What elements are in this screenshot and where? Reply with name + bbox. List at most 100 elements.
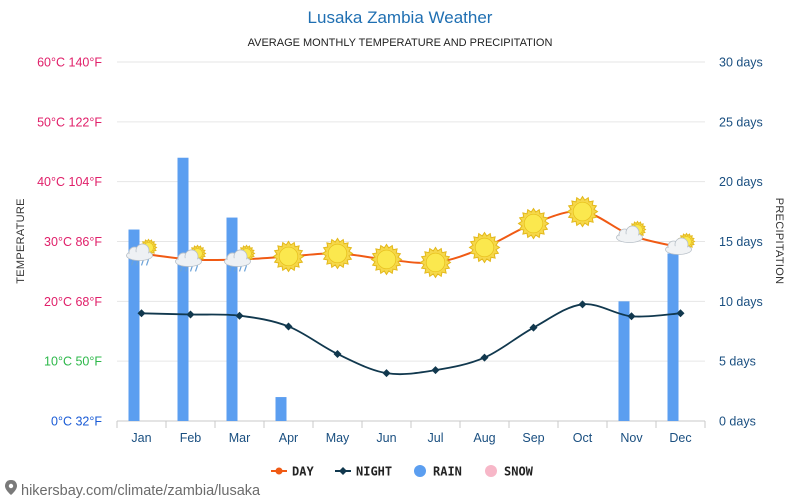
legend-item: SNOW	[485, 465, 534, 479]
rain-drop	[194, 265, 199, 272]
legend-item: NIGHT	[335, 465, 392, 479]
sun-disc	[376, 249, 397, 270]
month-label: Apr	[279, 431, 298, 445]
chart-legend: DAY NIGHT RAIN SNOW	[271, 465, 534, 479]
night-point	[137, 309, 146, 318]
cloud-fill	[666, 245, 691, 254]
sun-disc	[425, 252, 446, 273]
chart-subtitle: AVERAGE MONTHLY TEMPERATURE AND PRECIPIT…	[248, 37, 553, 49]
temperature-tick-label: 40°C 104°F	[37, 175, 102, 189]
month-label: Mar	[229, 431, 251, 445]
sun-icon	[321, 237, 354, 270]
night-point	[627, 312, 636, 321]
legend-label: RAIN	[433, 465, 462, 479]
cloud-shape	[224, 249, 251, 267]
precipitation-tick-label: 0 days	[719, 415, 756, 429]
night-point	[578, 300, 587, 309]
rain-drop	[243, 265, 248, 272]
cloud-shape	[126, 243, 153, 261]
temperature-tick-label: 30°C 86°F	[44, 235, 102, 249]
cloud-shape	[665, 237, 692, 255]
night-point	[676, 309, 685, 318]
legend-label: SNOW	[504, 465, 534, 479]
night-point	[480, 353, 489, 362]
night-point	[235, 311, 244, 320]
month-axis-ticks: Jan Feb Mar Apr May Jun Jul Aug Sep Oct Nov Dec	[131, 431, 691, 445]
sun-icon	[566, 195, 599, 228]
cloud-rain-icon	[224, 244, 256, 272]
legend-marker	[414, 465, 426, 477]
cloud-shape	[616, 225, 643, 243]
rain-bars	[128, 157, 679, 421]
month-label: May	[326, 431, 350, 445]
temperature-tick-label: 10°C 50°F	[44, 355, 102, 369]
rain-drop	[145, 259, 150, 266]
month-label: Dec	[669, 431, 691, 445]
night-point	[186, 310, 195, 319]
temperature-tick-label: 0°C 32°F	[51, 415, 102, 429]
grid-lines	[116, 61, 706, 428]
night-point	[284, 322, 293, 331]
chart-title: Lusaka Zambia Weather	[308, 8, 493, 27]
footer[interactable]: hikersbay.com/climate/zambia/lusaka	[5, 480, 261, 499]
weather-icons	[126, 195, 696, 279]
temperature-axis-ticks: 60°C 140°F 50°C 122°F 40°C 104°F 30°C 86°F 2…	[37, 56, 102, 429]
night-point	[333, 349, 342, 358]
night-temperature-line	[141, 303, 681, 376]
footer-url[interactable]: hikersbay.com/climate/zambia/lusaka	[21, 483, 261, 499]
temperature-tick-label: 20°C 68°F	[44, 295, 102, 309]
cloud-fill	[225, 257, 250, 266]
cloud-rain-icon	[126, 238, 158, 266]
rain-drop	[228, 265, 233, 272]
temperature-lines	[137, 210, 685, 378]
right-axis-label: PRECIPITATION	[773, 198, 785, 285]
month-label: Jul	[428, 431, 444, 445]
cloud-fill	[176, 257, 201, 266]
rain-bar	[226, 217, 238, 421]
legend-item: RAIN	[414, 465, 462, 479]
legend-item: DAY	[271, 465, 314, 479]
night-point	[382, 369, 391, 378]
temperature-tick-label: 50°C 122°F	[37, 115, 102, 129]
day-temperature-line	[141, 210, 681, 265]
rain-drop	[179, 265, 184, 272]
cloud-fill	[617, 234, 642, 243]
sun-icon	[419, 246, 452, 279]
precipitation-axis-ticks: 30 days 25 days 20 days 15 days 10 days 5 day…	[719, 56, 763, 429]
night-point	[431, 366, 440, 375]
legend-marker	[339, 467, 347, 475]
temperature-tick-label: 60°C 140°F	[37, 56, 102, 70]
legend-marker	[485, 465, 497, 477]
legend-label: DAY	[292, 465, 314, 479]
month-label: Jun	[376, 431, 396, 445]
pin-icon	[5, 480, 17, 495]
precipitation-tick-label: 30 days	[719, 56, 763, 70]
sun-disc	[327, 243, 348, 264]
sun-icon	[468, 231, 501, 264]
precipitation-tick-label: 10 days	[719, 295, 763, 309]
precipitation-tick-label: 5 days	[719, 355, 756, 369]
sun-disc	[278, 246, 299, 267]
sun-disc	[572, 201, 593, 222]
sun-icon	[517, 207, 550, 240]
month-label: Aug	[473, 431, 495, 445]
rain-drop	[130, 259, 135, 266]
month-label: Oct	[573, 431, 593, 445]
cloud-rain-icon	[175, 244, 207, 272]
month-label: Nov	[620, 431, 643, 445]
left-axis-label: TEMPERATURE	[15, 198, 27, 284]
legend-label: NIGHT	[356, 465, 392, 479]
partly-cloudy-icon	[616, 220, 647, 243]
precipitation-tick-label: 25 days	[719, 115, 763, 129]
rain-bar	[667, 253, 679, 421]
partly-cloudy-icon	[665, 232, 696, 255]
night-point	[529, 323, 538, 332]
month-label: Feb	[180, 431, 202, 445]
month-label: Sep	[522, 431, 544, 445]
rain-bar	[128, 229, 140, 421]
precipitation-tick-label: 15 days	[719, 235, 763, 249]
sun-disc	[474, 237, 495, 258]
rain-bar	[618, 301, 630, 421]
rain-bar	[177, 157, 189, 421]
